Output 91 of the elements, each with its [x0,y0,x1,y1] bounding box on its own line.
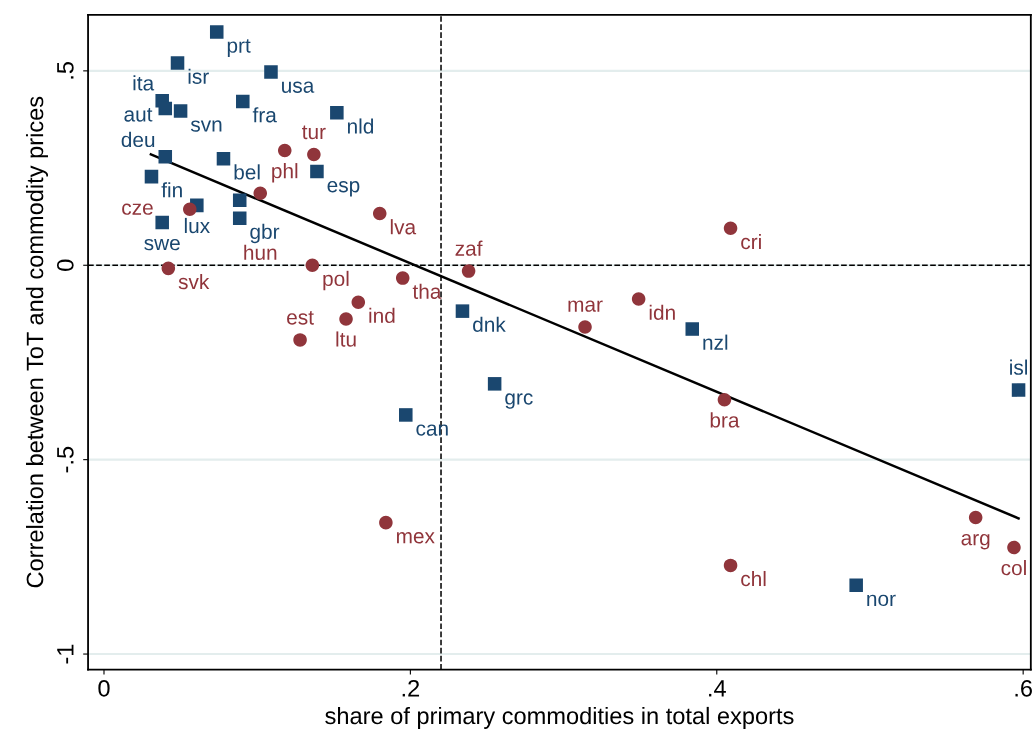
point [339,312,353,326]
annotation: prt [227,39,251,57]
y-axis-title: Correlation between ToT and commodity prices [25,96,48,588]
annotation: aut [124,107,153,122]
y-tick-label: .5 [57,62,74,79]
point [1011,383,1026,397]
annotation: nld [347,118,374,134]
annotation: nor [867,594,896,607]
y-tick-label: -1 [57,644,74,664]
point [310,164,324,179]
point [723,221,738,236]
annotation: swe [144,238,180,251]
point [723,558,738,573]
point [631,292,646,306]
point [236,94,250,109]
point [685,322,700,336]
annotation: tha [412,283,442,299]
point [232,211,247,225]
point [372,206,387,221]
annotation: isr [188,68,209,84]
annotation: hun [244,244,277,261]
point [158,101,173,116]
annotation: mar [568,300,603,312]
annotation: cri [741,233,761,250]
x-tick-label: .2 [402,679,420,697]
point [161,261,176,276]
point [351,295,366,309]
annotation: lux [184,217,210,234]
annotation: isl [1010,359,1028,375]
point [399,408,413,422]
point [305,258,320,273]
point [461,264,476,278]
annotation: phl [272,163,298,183]
annotation: bel [234,164,260,180]
annotation: esp [327,181,360,197]
annotation: mex [396,532,435,544]
annotation: bra [710,412,740,428]
point [170,56,185,70]
point [395,271,410,285]
point [155,215,169,230]
point [158,150,173,164]
annotation: lva [390,219,417,235]
annotation: idn [649,304,675,320]
annotation: est [287,311,314,325]
point [849,578,863,592]
annotation: gbr [250,223,280,244]
x-axis-title: share of primary commodities in total exports [325,706,794,729]
point [968,510,983,525]
annotation: cze [122,203,153,215]
point [293,333,307,347]
annotation: svk [178,273,210,290]
annotation: deu [121,131,155,148]
annotation: col [1001,560,1026,576]
point [216,151,231,166]
point [717,393,732,407]
annotation: dnk [473,316,506,332]
annotation: arg [961,533,990,550]
point [232,193,247,208]
annotation: nzl [703,334,728,350]
y-tick-label: -.5 [57,446,74,473]
point [264,65,278,79]
x-tick-label: .4 [709,680,726,697]
point [277,143,292,158]
annotation: pol [323,270,349,291]
annotation: can [416,424,448,436]
point [307,147,321,162]
point [183,202,197,217]
point [209,25,224,39]
point [578,320,592,334]
annotation: grc [505,393,533,409]
point [1007,540,1021,555]
annotation: ltu [336,331,356,347]
annotation: ind [369,307,395,324]
annotation: svn [190,120,222,132]
annotation: fra [252,107,277,123]
point [487,377,502,391]
annotation: zaf [455,240,483,256]
x-tick-label: .6 [1015,679,1032,697]
point [144,169,159,184]
point [455,304,470,318]
annotation: chl [741,570,766,587]
point [253,186,268,201]
annotation: ita [133,75,155,91]
annotation: fin [161,182,182,198]
point [330,106,344,120]
point [173,104,188,118]
point [379,515,393,530]
y-tick-label: 0 [56,259,74,271]
annotation: usa [282,81,315,93]
annotation: tur [302,125,326,140]
x-tick-label: 0 [98,679,110,697]
